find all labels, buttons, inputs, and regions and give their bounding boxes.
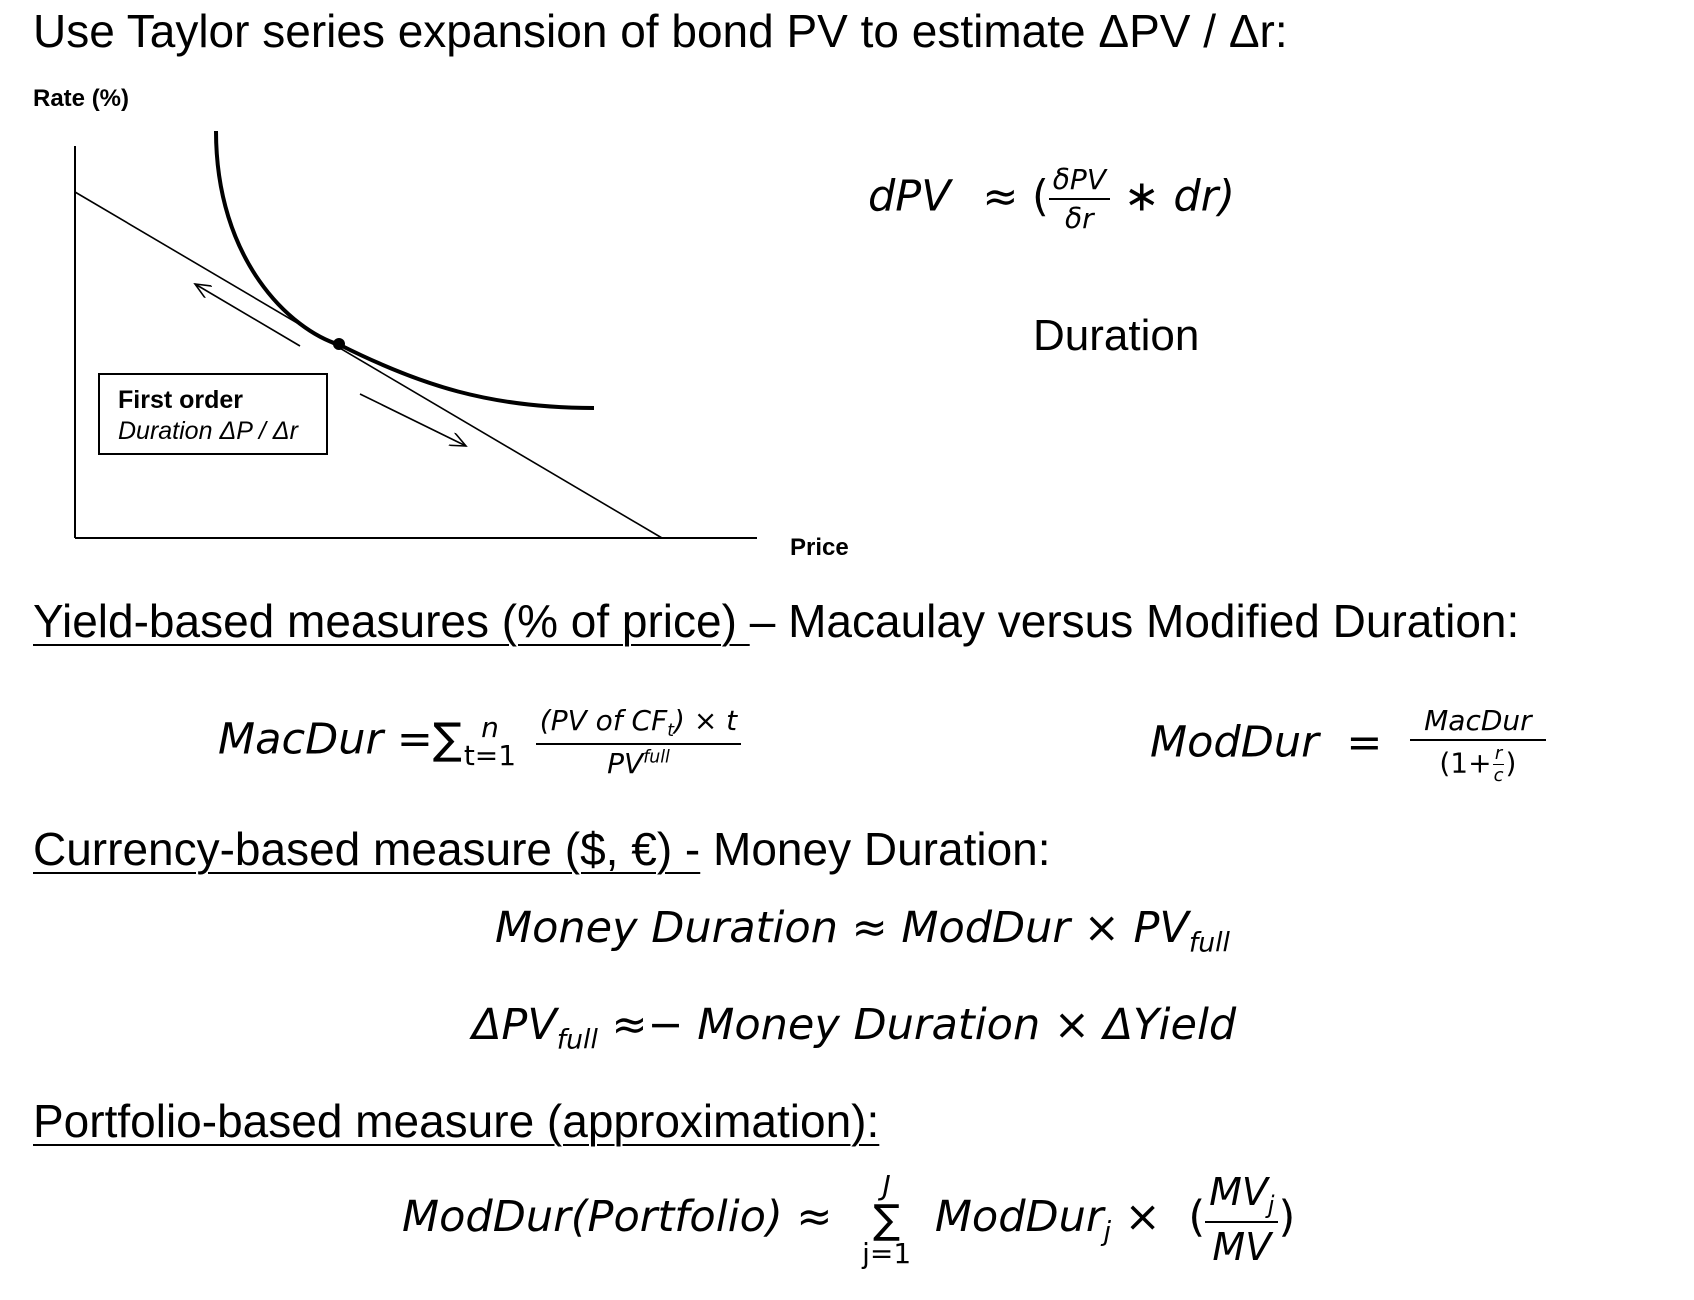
portfolio-sum-symbol: ∑ (873, 1196, 901, 1243)
yield-heading-rest: – Macaulay versus Modified Duration: (749, 595, 1520, 647)
macdur-num-b: ) × t (674, 704, 738, 737)
macdur-lhs: MacDur (218, 714, 384, 765)
portfolio-num: MVj (1205, 1170, 1279, 1224)
money-duration-eq2: ΔPVfull ≈− Money Duration × ΔYield (472, 1000, 1236, 1055)
first-order-label-box: First order Duration ΔP / Δr (98, 373, 328, 455)
box-line-1: First order (118, 386, 244, 414)
yield-heading-underlined: Yield-based measures (% of price) (33, 595, 750, 647)
moddur-num: MacDur (1410, 704, 1546, 741)
portfolio-num-sub: j (1267, 1191, 1275, 1220)
macdur-num-sub: t (667, 721, 674, 742)
macdur-den-sup: full (643, 747, 670, 768)
portfolio-section-heading: Portfolio-based measure (approximation): (33, 1094, 879, 1148)
macdur-sum: ∑ (432, 714, 462, 765)
money-eq2-b: ≈− Money Duration × ΔYield (597, 1000, 1237, 1050)
price-yield-curve (214, 130, 595, 410)
money-eq1-text: Money Duration ≈ ModDur × PV (495, 903, 1189, 953)
duration-caption: Duration (1033, 311, 1200, 360)
macdur-den: PVfull (603, 745, 674, 780)
taylor-num: δPV (1048, 163, 1110, 200)
money-eq2-sub: full (556, 1024, 598, 1056)
portfolio-formula: ModDur(Portfolio) ≈ J ∑ j=1 ModDurj × (MVj… (402, 1170, 1295, 1269)
money-duration-eq1: Money Duration ≈ ModDur × PVfull (495, 903, 1230, 958)
tangent-point (333, 338, 345, 350)
duration-arrow-down (359, 393, 466, 446)
taylor-formula: dPV ≈ (δPV δr ∗ dr) (868, 163, 1235, 235)
yield-section-heading: Yield-based measures (% of price) – Maca… (33, 594, 1519, 648)
currency-heading-rest: Money Duration: (700, 823, 1051, 875)
macdur-fraction: (PV of CFt) × t PVfull (535, 704, 742, 780)
taylor-approx: ≈ (982, 171, 1019, 222)
macdur-sum-limits: n t=1 (464, 714, 516, 770)
tangent-line (74, 191, 663, 539)
box-line-2: Duration ΔP / Δr (118, 417, 298, 445)
portfolio-term: ModDur (934, 1192, 1104, 1243)
macdur-num: (PV of CFt) × t (535, 704, 742, 746)
portfolio-times: × (1124, 1192, 1161, 1243)
portfolio-lhs: ModDur(Portfolio) ≈ (402, 1192, 833, 1243)
money-eq1-sub: full (1188, 927, 1230, 959)
macdur-formula: MacDur =∑ n t=1 (PV of CFt) × t PVfull (218, 704, 742, 780)
macdur-sum-upper: n (481, 711, 499, 745)
currency-heading-underlined: Currency-based measure ($, €) - (33, 823, 701, 875)
portfolio-sum-lower: j=1 (862, 1236, 912, 1270)
duration-graph (74, 130, 757, 539)
portfolio-heading-underlined: Portfolio-based measure (approximation): (33, 1095, 880, 1147)
currency-section-heading: Currency-based measure ($, €) - Money Du… (33, 822, 1051, 876)
macdur-sum-lower: t=1 (463, 739, 517, 773)
portfolio-open: ( (1188, 1192, 1206, 1243)
page-title: Use Taylor series expansion of bond PV t… (33, 5, 1288, 57)
portfolio-den: MV (1212, 1225, 1272, 1270)
moddur-r: r (1492, 743, 1505, 765)
moddur-fraction: MacDur (1+ r c) (1410, 704, 1546, 786)
duration-arrow-up (195, 284, 301, 347)
moddur-formula: ModDur = MacDur (1+ r c) (1150, 704, 1546, 786)
moddur-den-b: ) (1505, 746, 1517, 780)
taylor-lhs: dPV (868, 171, 951, 222)
moddur-den-a: (1+ (1439, 746, 1492, 780)
taylor-fraction: δPV δr (1048, 163, 1110, 235)
portfolio-sum-upper: J (882, 1168, 891, 1202)
taylor-tail: ∗ dr) (1123, 171, 1236, 222)
moddur-lhs: ModDur (1150, 717, 1319, 768)
macdur-num-a: (PV of CF (539, 704, 668, 737)
portfolio-num-text: MV (1209, 1170, 1268, 1214)
portfolio-sum: J ∑ j=1 (862, 1168, 912, 1270)
x-axis-label: Price (790, 534, 849, 561)
portfolio-fraction: MVj MV (1205, 1170, 1279, 1270)
moddur-eq: = (1346, 717, 1383, 768)
moddur-den: (1+ r c) (1435, 741, 1520, 786)
money-eq2-a: ΔPV (472, 1000, 557, 1050)
y-axis-label: Rate (%) (33, 85, 130, 112)
moddur-c: c (1493, 765, 1504, 786)
taylor-open: ( (1032, 171, 1049, 222)
macdur-eq: = (396, 714, 433, 765)
taylor-den: δr (1065, 202, 1094, 235)
portfolio-term-sub: j (1103, 1216, 1111, 1248)
macdur-den-a: PV (607, 747, 644, 781)
portfolio-close: ) (1278, 1192, 1296, 1243)
